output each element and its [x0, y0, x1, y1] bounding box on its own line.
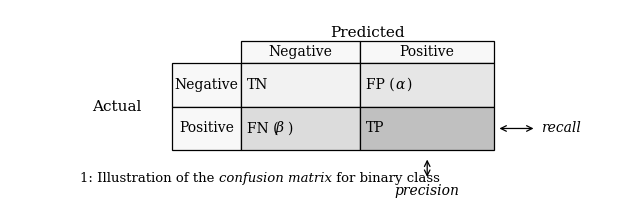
Text: for binary class: for binary class	[332, 172, 440, 185]
Text: ): )	[287, 121, 292, 135]
Text: Positive: Positive	[400, 45, 454, 59]
Bar	[241, 107, 360, 150]
Text: 1: Illustration of the: 1: Illustration of the	[80, 172, 219, 185]
Text: Negative: Negative	[269, 45, 333, 59]
Text: TP: TP	[366, 121, 385, 135]
Bar	[172, 63, 241, 107]
Text: Positive: Positive	[179, 121, 234, 135]
Bar	[360, 107, 494, 150]
Text: FP (: FP (	[366, 78, 395, 92]
Bar	[241, 41, 360, 63]
Bar	[360, 63, 494, 107]
Text: Actual: Actual	[93, 100, 142, 114]
Text: α: α	[395, 78, 404, 92]
Bar	[360, 41, 494, 63]
Bar	[172, 107, 241, 150]
Text: Negative: Negative	[175, 78, 239, 92]
Text: FN (: FN (	[247, 121, 278, 135]
Text: Predicted: Predicted	[330, 26, 405, 40]
Bar	[241, 63, 360, 107]
Text: recall: recall	[541, 121, 581, 135]
Text: ): )	[406, 78, 412, 92]
Text: confusion matrix: confusion matrix	[219, 172, 332, 185]
Text: β: β	[276, 121, 284, 135]
Text: TN: TN	[247, 78, 269, 92]
Text: precision: precision	[395, 184, 460, 198]
